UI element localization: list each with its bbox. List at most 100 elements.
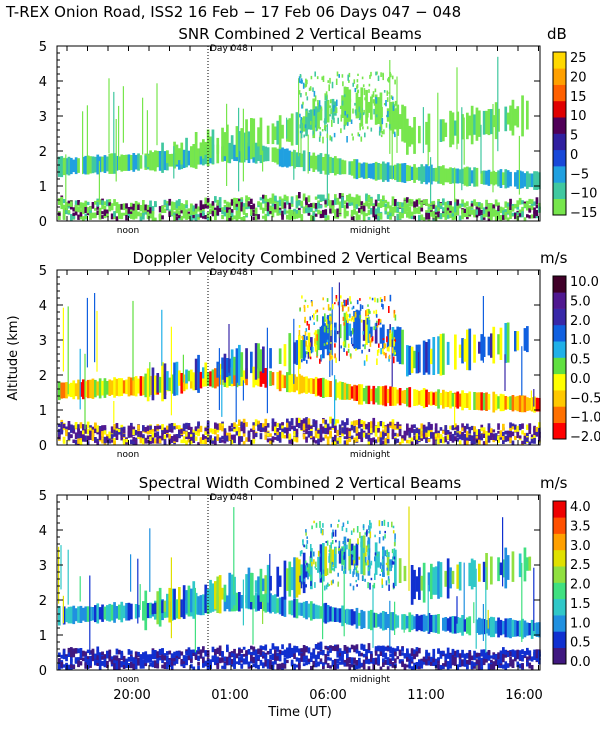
heat-cell	[137, 659, 140, 663]
heat-cell	[454, 392, 457, 408]
heat-cell	[161, 648, 164, 655]
heat-cell	[490, 211, 493, 219]
heat-cell	[377, 194, 380, 201]
heat-cell	[356, 526, 359, 533]
heat-cell	[528, 556, 532, 571]
colorbar-tick-label: 1.0	[570, 333, 591, 348]
heat-cell	[444, 425, 448, 432]
heat-cell	[312, 134, 315, 138]
heat-cell	[334, 664, 337, 670]
heat-cell	[335, 295, 338, 302]
heat-cell	[322, 523, 324, 528]
heat-cell	[187, 215, 191, 220]
heat-cell	[327, 304, 330, 311]
heat-cell	[228, 324, 230, 373]
heat-cell	[303, 578, 306, 582]
heat-cell	[281, 423, 284, 430]
y-tick-label: 3	[39, 334, 47, 349]
heat-cell	[302, 116, 306, 132]
heat-cell	[175, 361, 179, 396]
heat-cell	[238, 208, 241, 214]
heat-cell	[518, 620, 522, 637]
heat-cell	[221, 587, 224, 600]
heat-cell	[84, 207, 88, 213]
heat-cell	[199, 200, 203, 206]
heat-cell	[372, 206, 376, 212]
heat-cell	[468, 562, 472, 587]
heat-cell	[146, 110, 148, 157]
heat-cell	[430, 203, 433, 208]
heat-cell	[330, 580, 333, 586]
heat-cell	[110, 439, 114, 443]
heat-cell	[514, 172, 517, 187]
panel-snr-title: SNR Combined 2 Vertical Beams	[178, 25, 421, 43]
heat-cell	[320, 528, 322, 534]
heat-cell	[82, 424, 85, 431]
heat-cell	[468, 654, 472, 661]
heat-cell	[312, 649, 316, 656]
heat-cell	[334, 646, 337, 652]
heat-cell	[170, 208, 174, 216]
heat-cell	[499, 169, 503, 188]
heat-cell	[156, 436, 160, 444]
heat-cell	[492, 115, 496, 128]
heat-cell	[310, 425, 313, 429]
heat-cell	[324, 428, 328, 434]
heat-cell	[410, 666, 414, 670]
heat-cell	[482, 561, 486, 582]
heat-cell	[535, 214, 539, 219]
heat-cell	[434, 566, 438, 595]
heat-cell	[319, 153, 323, 174]
heat-cell	[302, 150, 306, 172]
heat-cell	[238, 427, 241, 433]
heat-cell	[480, 433, 484, 441]
heat-cell	[403, 614, 405, 633]
heat-cell	[350, 386, 354, 399]
heat-cell	[58, 652, 61, 657]
colorbar-tick-label: 10	[570, 109, 587, 124]
heat-cell	[418, 663, 421, 668]
heat-cell	[379, 386, 383, 405]
heat-cell	[398, 430, 402, 436]
heat-cell	[199, 210, 203, 218]
heat-cell	[461, 168, 464, 184]
heat-cell	[324, 326, 326, 333]
heat-cell	[473, 602, 475, 624]
heat-cell	[264, 575, 268, 594]
heat-cell	[478, 652, 481, 657]
heat-cell	[343, 422, 347, 427]
heat-cell	[182, 663, 186, 668]
heat-cell	[103, 654, 107, 660]
heat-cell	[58, 214, 61, 220]
heat-cell	[106, 156, 109, 172]
heat-cell	[106, 605, 109, 621]
heat-cell	[233, 434, 236, 442]
heat-cell	[336, 663, 340, 669]
heat-cell	[383, 351, 385, 356]
heat-cell	[388, 306, 390, 313]
heat-cell	[359, 314, 362, 319]
heat-cell	[170, 653, 174, 659]
heat-cell	[319, 544, 323, 583]
heat-cell	[374, 657, 378, 665]
heat-cell	[422, 107, 424, 154]
heat-cell	[276, 566, 280, 597]
heat-cell	[485, 439, 488, 444]
heat-cell	[84, 435, 88, 441]
heat-cell	[91, 655, 95, 662]
heat-cell	[516, 432, 520, 438]
heat-cell	[384, 203, 388, 208]
heat-cell	[238, 657, 241, 662]
heat-cell	[456, 168, 460, 184]
heat-cell	[283, 344, 287, 367]
heat-cell	[449, 213, 452, 217]
heat-cell	[367, 304, 369, 307]
heat-cell	[132, 215, 136, 220]
heat-cell	[480, 424, 484, 430]
heat-cell	[137, 435, 140, 439]
heat-cell	[290, 209, 294, 215]
heat-cell	[418, 429, 421, 435]
heat-cell	[151, 663, 155, 668]
heat-cell	[530, 215, 534, 219]
heat-cell	[408, 212, 412, 219]
